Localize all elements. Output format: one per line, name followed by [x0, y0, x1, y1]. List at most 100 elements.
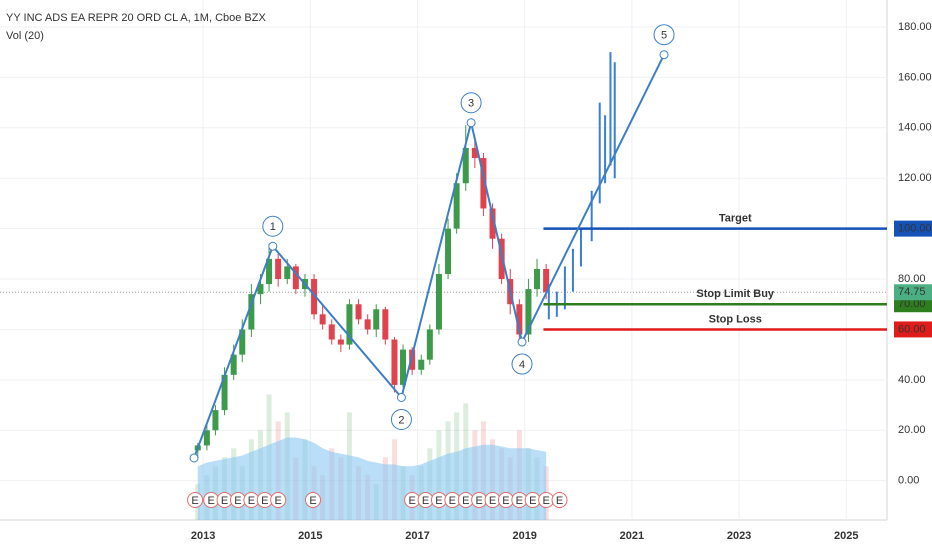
earnings-label: E: [449, 495, 456, 507]
level-text: Target: [719, 213, 752, 225]
y-tick-label: 140.00: [898, 122, 932, 134]
candle-body: [292, 266, 299, 290]
wave-label-ring: [511, 353, 533, 375]
earnings-marker: [187, 492, 204, 508]
candle-body: [516, 304, 523, 335]
earnings-label: E: [422, 495, 429, 507]
candle-body: [382, 309, 389, 340]
candle-body: [239, 329, 246, 355]
candle-body: [534, 268, 541, 290]
last-price-label: 74.75: [898, 286, 926, 298]
earnings-label: E: [489, 495, 496, 507]
wave-point: [268, 241, 278, 251]
wave-point: [517, 337, 527, 347]
wave-point: [189, 453, 199, 463]
candle-body: [543, 268, 550, 293]
wave-label: 5: [661, 30, 667, 42]
earnings-label: E: [408, 495, 415, 507]
wave-label: 4: [519, 359, 525, 371]
candle-body: [319, 314, 326, 325]
candle-body: [311, 279, 318, 315]
y-tick-label: 40.00: [898, 374, 926, 386]
candle-body: [409, 349, 416, 370]
candle-body: [355, 304, 362, 320]
earnings-label: E: [516, 495, 523, 507]
wave-label: 1: [270, 221, 276, 233]
earnings-label: E: [274, 495, 281, 507]
wave-label-ring: [262, 215, 284, 237]
x-tick-label: 2025: [834, 530, 858, 542]
wave-label-ring: [653, 24, 675, 46]
x-tick-label: 2017: [405, 530, 429, 542]
wave-label-ring: [460, 92, 482, 114]
candle-body: [266, 258, 273, 285]
x-tick-label: 2013: [191, 530, 215, 542]
candle-body: [203, 430, 210, 446]
earnings-label: E: [309, 495, 316, 507]
candle-body: [391, 339, 398, 385]
earnings-marker: [304, 492, 321, 508]
earnings-label: E: [191, 495, 198, 507]
last-price-tag: [894, 284, 932, 301]
volume-title: Vol (20): [6, 30, 44, 42]
wave-line: [193, 54, 665, 459]
y-tick-label: 120.00: [898, 172, 932, 184]
level-tag: [894, 220, 932, 237]
earnings-label: E: [221, 495, 228, 507]
wave-point: [659, 50, 669, 60]
x-tick-label: 2019: [512, 530, 536, 542]
candle-body: [284, 266, 291, 280]
y-tick-label: 160.00: [898, 71, 932, 83]
candle-body: [426, 329, 433, 360]
y-tick-label: 80.00: [898, 273, 926, 285]
candle-body: [445, 228, 452, 274]
candle-body: [480, 158, 487, 209]
earnings-label: E: [475, 495, 482, 507]
chart-title: YY INC ADS EA REPR 20 ORD CL A, 1M, Cboe…: [6, 12, 266, 24]
wave-label: 2: [398, 414, 404, 426]
wave-point: [466, 118, 476, 128]
candle-body: [418, 359, 425, 370]
earnings-label: E: [207, 495, 214, 507]
wave-point: [396, 392, 406, 402]
candle-body: [525, 289, 532, 335]
candle-body: [453, 183, 460, 229]
x-tick-label: 2015: [298, 530, 322, 542]
earnings-label: E: [248, 495, 255, 507]
candle-body: [489, 208, 496, 239]
earnings-label: E: [435, 495, 442, 507]
candle-body: [275, 258, 282, 280]
candle-body: [346, 304, 353, 345]
candle-body: [471, 147, 478, 159]
earnings-marker: [270, 492, 287, 508]
earnings-label: E: [502, 495, 509, 507]
y-tick-label: 0.00: [898, 475, 919, 487]
earnings-label: E: [556, 495, 563, 507]
x-tick-label: 2021: [620, 530, 644, 542]
candle-body: [230, 354, 237, 375]
level-tag-label: 70.00: [898, 298, 926, 310]
earnings-label: E: [261, 495, 268, 507]
y-tick-label: 20.00: [898, 424, 926, 436]
candle-body: [221, 374, 228, 411]
wave-label: 3: [468, 98, 474, 110]
candle-body: [400, 349, 407, 385]
candle-body: [248, 294, 255, 330]
wave-label-ring: [390, 408, 412, 430]
price-axis-bg: [887, 0, 932, 550]
earnings-marker: [551, 492, 568, 508]
earnings-label: E: [529, 495, 536, 507]
earnings-label: E: [462, 495, 469, 507]
candle-body: [364, 319, 371, 330]
candle-body: [373, 309, 380, 330]
x-tick-label: 2023: [727, 530, 751, 542]
candle-body: [212, 410, 219, 431]
candle-body: [337, 339, 344, 345]
earnings-label: E: [234, 495, 241, 507]
y-tick-label: 180.00: [898, 21, 932, 33]
level-tag-label: 60.00: [898, 323, 926, 335]
earnings-label: E: [542, 495, 549, 507]
candle-body: [257, 284, 264, 295]
